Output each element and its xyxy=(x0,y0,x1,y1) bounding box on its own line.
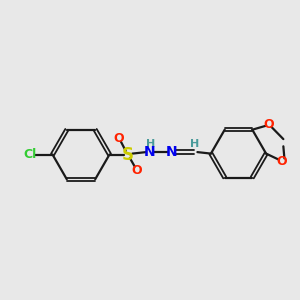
Text: N: N xyxy=(166,145,177,159)
Text: S: S xyxy=(122,146,134,164)
Text: O: O xyxy=(276,154,287,168)
Text: O: O xyxy=(131,164,142,177)
Text: H: H xyxy=(146,139,155,149)
Text: O: O xyxy=(263,118,274,131)
Text: N: N xyxy=(144,145,155,159)
Text: O: O xyxy=(113,131,124,145)
Text: H: H xyxy=(190,139,199,149)
Text: Cl: Cl xyxy=(24,148,37,161)
